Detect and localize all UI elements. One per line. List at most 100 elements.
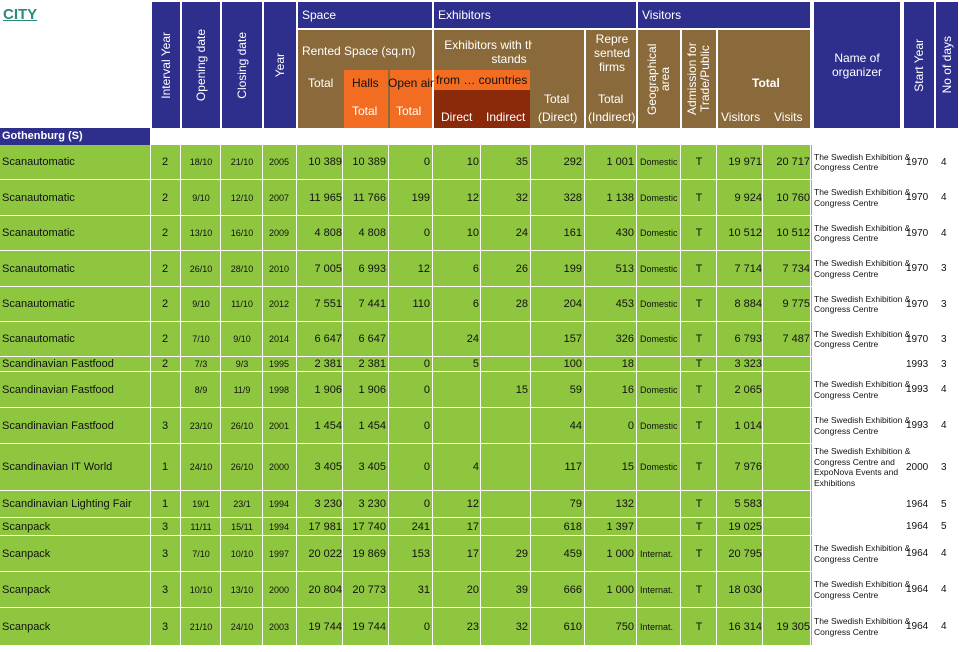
column-divider	[584, 251, 585, 286]
cell-indirect	[482, 322, 528, 356]
cell-organizer: The Swedish Exhibition & Congress Centre	[814, 328, 911, 350]
cell-halls: 2 381	[358, 358, 386, 370]
cell-countries: 24	[466, 333, 479, 345]
header-opening-date: Opening date	[182, 2, 220, 128]
cell-interval: 1	[161, 498, 169, 510]
column-divider	[680, 251, 681, 286]
cell-indirect: 28	[515, 298, 528, 310]
cell-total-direct: 161	[563, 227, 582, 239]
column-divider	[716, 572, 717, 607]
cell-total: 7 005	[314, 262, 342, 275]
header-halls: Halls Total	[344, 70, 388, 128]
cell-open: 7/10	[192, 334, 210, 344]
header-total-direct-top: Total	[544, 92, 570, 106]
cell-indirect: 15	[515, 383, 528, 396]
cell-total-indirect: 453	[615, 298, 634, 310]
column-divider	[530, 518, 531, 535]
column-divider	[810, 322, 811, 356]
column-divider	[388, 145, 389, 179]
column-divider	[262, 322, 263, 356]
cell-indirect: 32	[515, 191, 528, 204]
cell-open-air: 0	[423, 419, 430, 432]
table-row: Scanautomatic 2 18/10 21/10 2005 10 389 10 389…	[0, 145, 812, 179]
cell-start-year: 1970	[906, 333, 929, 345]
header-visitors: Visitors	[638, 2, 810, 28]
column-divider	[262, 444, 263, 490]
column-divider	[388, 372, 389, 407]
column-divider	[530, 372, 531, 407]
cell-halls: 10 389	[352, 156, 386, 168]
column-divider	[388, 287, 389, 321]
cell-visits: 10 760	[776, 191, 810, 204]
column-divider	[220, 145, 221, 179]
column-divider	[636, 572, 637, 607]
cell-year: 2000	[268, 462, 290, 472]
cell-open-air: 0	[423, 383, 430, 396]
column-divider	[180, 287, 181, 321]
cell-interval: 1	[161, 461, 169, 473]
cell-close: 9/3	[235, 359, 249, 369]
column-divider	[296, 572, 297, 607]
column-divider	[530, 251, 531, 286]
cell-halls: 3 405	[358, 461, 386, 473]
column-divider	[432, 287, 433, 321]
column-divider	[296, 444, 297, 490]
column-divider	[584, 491, 585, 517]
table-row: Scanautomatic 2 7/10 9/10 2014 6 647 6 647 24 15…	[0, 322, 812, 356]
column-divider	[342, 357, 343, 371]
table-row: Scandinavian Fastfood 3 23/10 26/10 2001 1 45…	[0, 408, 812, 443]
table-row: Scanautomatic 2 26/10 28/10 2010 7 005 6 993 12…	[0, 251, 812, 286]
cell-geo	[640, 518, 682, 535]
cell-start-year: 1993	[906, 358, 929, 370]
header-start-year: Start Year	[904, 2, 934, 128]
cell-visits: 19 305	[776, 620, 810, 633]
column-divider	[388, 408, 389, 443]
column-divider	[296, 287, 297, 321]
header-represented-firms-label: Repre sented firms	[593, 32, 631, 74]
header-closing-date: Closing date	[222, 2, 262, 128]
cell-indirect: 29	[515, 547, 528, 560]
cell-no-of-days: 3	[941, 461, 947, 473]
column-divider	[180, 491, 181, 517]
cell-countries: 10	[466, 156, 479, 168]
cell-total: 4 808	[314, 227, 342, 239]
column-divider	[636, 536, 637, 571]
cell-countries: 6	[472, 262, 479, 275]
column-divider	[480, 216, 481, 250]
header-space-total-label: Total	[308, 76, 334, 90]
column-divider	[762, 518, 763, 535]
cell-total: 7 551	[314, 298, 342, 310]
column-divider	[432, 216, 433, 250]
column-divider	[716, 322, 717, 356]
page-title[interactable]: CITY	[3, 6, 38, 23]
column-divider	[762, 572, 763, 607]
cell-visitors: 18 030	[728, 583, 762, 596]
column-divider	[716, 287, 717, 321]
column-divider	[342, 287, 343, 321]
cell-open: 11/11	[190, 521, 212, 532]
column-divider	[262, 536, 263, 571]
cell-organizer: The Swedish Exhibition & Congress Centre	[814, 415, 911, 436]
cell-organizer: The Swedish Exhibition & Congress Centre…	[814, 446, 911, 488]
column-divider	[342, 408, 343, 443]
header-geographical-area-label: Geographical area	[645, 43, 672, 115]
cell-visits	[764, 444, 810, 490]
cell-close: 24/10	[230, 621, 254, 632]
cell-geo: Domestic	[640, 263, 678, 274]
column-divider	[432, 322, 433, 356]
column-divider	[810, 572, 811, 607]
column-divider	[530, 444, 531, 490]
cell-no-of-days: 3	[941, 298, 947, 310]
header-admission: Admission for Trade/Public	[682, 30, 716, 128]
cell-name: Scanautomatic	[2, 156, 75, 168]
cell-total-direct: 100	[563, 358, 582, 370]
cell-total-indirect: 18	[621, 358, 634, 370]
cell-visits	[764, 518, 810, 535]
column-divider	[636, 216, 637, 250]
table-row: Scandinavian Fastfood 2 7/3 9/3 1995 2 381 2 3…	[0, 357, 812, 371]
cell-countries: 6	[472, 298, 479, 310]
column-divider	[262, 357, 263, 371]
column-divider	[584, 216, 585, 250]
cell-total-direct: 199	[563, 262, 582, 275]
table-row: Scanpack 3 21/10 24/10 2003 19 744 19 744 0 23 32…	[0, 608, 812, 645]
